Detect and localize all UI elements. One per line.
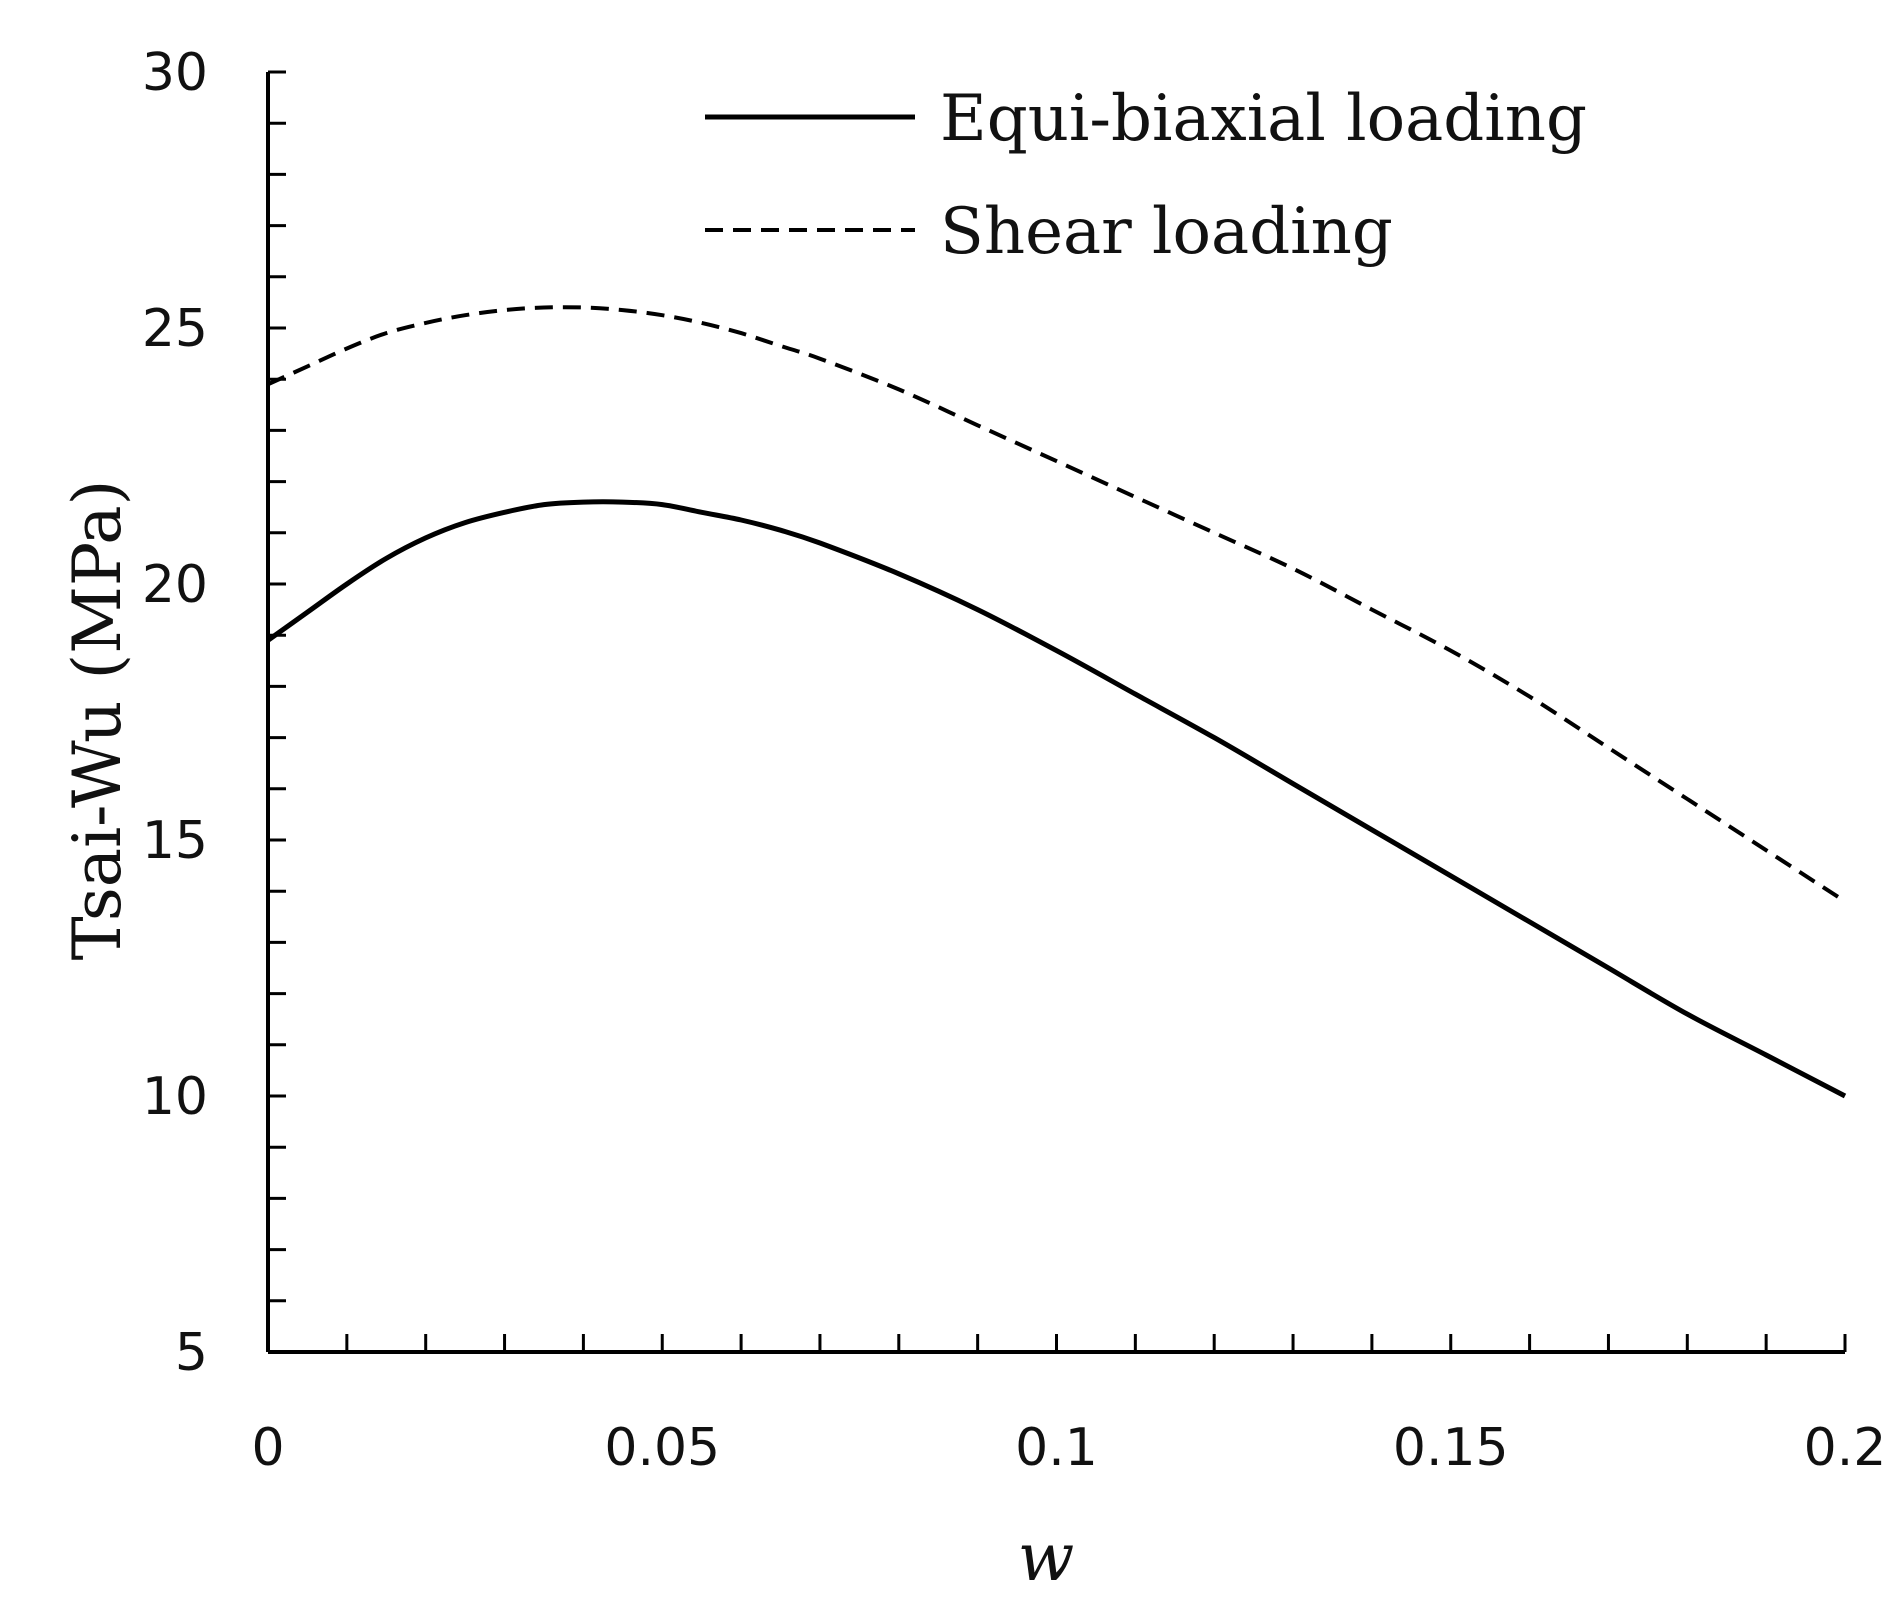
y-tick-label: 25 [142, 299, 208, 359]
x-tick-label: 0.15 [1393, 1418, 1509, 1478]
legend-label-shear: Shear loading [940, 195, 1393, 269]
x-axis-title: w [1018, 1519, 1075, 1596]
x-tick-label: 0.1 [1015, 1418, 1098, 1478]
series-layer [266, 305, 1847, 1099]
x-tick-label: 0.2 [1804, 1418, 1887, 1478]
legend-label-equi-biaxial: Equi-biaxial loading [940, 82, 1587, 156]
x-tick-label: 0.05 [604, 1418, 720, 1478]
y-tick-label: 15 [142, 811, 208, 871]
tick-labels: 5 10 15 20 25 30 0 0.05 0.1 0.15 0.2 [142, 43, 1887, 1478]
y-tick-label: 30 [142, 43, 208, 103]
legend: Equi-biaxial loading Shear loading [705, 82, 1587, 269]
ticks [266, 70, 1847, 1354]
series-line-equi-biaxial [266, 499, 1847, 1099]
y-tick-label: 20 [142, 555, 208, 615]
y-tick-label: 5 [175, 1323, 208, 1383]
series-line-shear [267, 305, 1847, 904]
y-axis-title: Tsai-Wu (MPa) [59, 480, 136, 961]
x-tick-label: 0 [251, 1418, 284, 1478]
y-tick-label: 10 [142, 1067, 208, 1127]
